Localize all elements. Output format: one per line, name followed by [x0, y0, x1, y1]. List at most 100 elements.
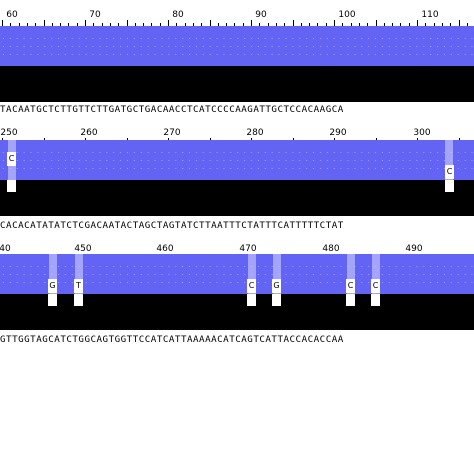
- ruler-label: 90: [255, 10, 267, 20]
- coverage-bar: [0, 140, 474, 180]
- variant-column: [49, 254, 57, 294]
- ruler-tick: [383, 23, 385, 26]
- ruler-tick: [226, 23, 228, 26]
- read-track: [0, 180, 474, 216]
- ruler-tick: [151, 23, 153, 26]
- ruler-tick: [93, 23, 95, 26]
- ruler-tick: [10, 23, 12, 26]
- variant-marker[interactable]: C: [445, 165, 454, 179]
- ruler-label: 480: [322, 244, 340, 254]
- ruler-label: 460: [156, 244, 174, 254]
- ruler-label: 300: [413, 128, 431, 138]
- read-track: [0, 294, 474, 330]
- ruler-label: 40: [0, 244, 11, 254]
- coverage-bar: [0, 254, 474, 294]
- ruler-label: 60: [6, 10, 18, 20]
- variant-marker[interactable]: C: [346, 279, 355, 293]
- variant-marker[interactable]: C: [371, 279, 380, 293]
- variant-column: [445, 140, 453, 180]
- ruler-tick: [267, 23, 269, 26]
- ruler-label: 270: [163, 128, 181, 138]
- position-ruler: 60 70 80 90 100 110: [0, 0, 474, 26]
- ruler-tick: [358, 23, 360, 26]
- consensus-sequence: TACAATGCTCTTGTTCTTGATGCTGACAACCTCATCCCCA…: [0, 104, 344, 115]
- ruler-tick: [417, 20, 418, 26]
- ruler-tick: [466, 23, 468, 26]
- ruler-tick: [18, 23, 20, 26]
- ruler-tick: [192, 23, 194, 26]
- ruler-tick: [143, 23, 145, 26]
- ruler-label: 470: [239, 244, 257, 254]
- ruler-tick: [400, 23, 402, 26]
- ruler-tick: [176, 23, 178, 26]
- ruler-label: 250: [0, 128, 18, 138]
- variant-column: [75, 254, 83, 294]
- ruler-tick: [309, 23, 311, 26]
- ruler-label: 290: [329, 128, 347, 138]
- ruler-tick: [450, 23, 452, 26]
- ruler-tick: [85, 20, 86, 26]
- ruler-tick: [134, 23, 136, 26]
- ruler-tick: [284, 23, 286, 26]
- ruler-tick: [209, 20, 211, 26]
- ruler-tick: [433, 23, 435, 26]
- ruler-tick: [101, 23, 103, 26]
- ruler-label: 450: [74, 244, 92, 254]
- ruler-tick: [168, 20, 169, 26]
- variant-column: [273, 254, 281, 294]
- ruler-tick: [201, 23, 203, 26]
- variant-marker[interactable]: T: [74, 279, 83, 293]
- ruler-label: 490: [405, 244, 423, 254]
- ruler-tick: [342, 23, 344, 26]
- ruler-label: 100: [338, 10, 356, 20]
- ruler-tick: [2, 20, 3, 26]
- ruler-tick: [334, 20, 335, 26]
- ruler-tick: [300, 23, 302, 26]
- read-track: [0, 66, 474, 102]
- ruler-tick: [317, 23, 319, 26]
- variant-column: [372, 254, 380, 294]
- variant-marker[interactable]: C: [7, 152, 16, 166]
- ruler-tick: [76, 23, 78, 26]
- ruler-tick: [441, 23, 443, 26]
- variant-marker[interactable]: C: [247, 279, 256, 293]
- ruler-tick: [68, 23, 70, 26]
- variant-column: [248, 254, 256, 294]
- ruler-tick: [275, 23, 277, 26]
- ruler-label: 280: [246, 128, 264, 138]
- ruler-tick: [251, 20, 252, 26]
- ruler-tick: [325, 23, 327, 26]
- ruler-tick: [259, 23, 261, 26]
- ruler-tick: [43, 20, 45, 26]
- variant-marker[interactable]: G: [272, 279, 281, 293]
- ruler-tick: [60, 23, 62, 26]
- ruler-tick: [126, 20, 128, 26]
- ruler-tick: [234, 23, 236, 26]
- ruler-label: 80: [172, 10, 184, 20]
- ruler-tick: [350, 23, 352, 26]
- ruler-tick: [35, 23, 37, 26]
- variant-marker[interactable]: G: [48, 279, 57, 293]
- ruler-label: 70: [89, 10, 101, 20]
- ruler-label: 260: [80, 128, 98, 138]
- ruler-tick: [292, 20, 294, 26]
- ruler-tick: [51, 23, 53, 26]
- consensus-sequence: CACACATATATCTCGACAATACTAGCTAGTATCTTAATTT…: [0, 220, 344, 231]
- ruler-tick: [159, 23, 161, 26]
- ruler-tick: [367, 23, 369, 26]
- ruler-tick: [217, 23, 219, 26]
- ruler-tick: [375, 20, 377, 26]
- ruler-tick: [242, 23, 244, 26]
- ruler-tick: [408, 23, 410, 26]
- ruler-tick: [26, 23, 28, 26]
- ruler-label: 110: [421, 10, 439, 20]
- ruler-tick: [184, 23, 186, 26]
- ruler-tick: [458, 20, 460, 26]
- coverage-bar: [0, 26, 474, 66]
- ruler-tick: [118, 23, 120, 26]
- variant-column: [347, 254, 355, 294]
- ruler-tick: [109, 23, 111, 26]
- ruler-tick: [425, 23, 427, 26]
- consensus-sequence: GTTGGTAGCATCTGGCAGTGGTTCCATCATTAAAAACATC…: [0, 334, 344, 345]
- ruler-tick: [392, 23, 394, 26]
